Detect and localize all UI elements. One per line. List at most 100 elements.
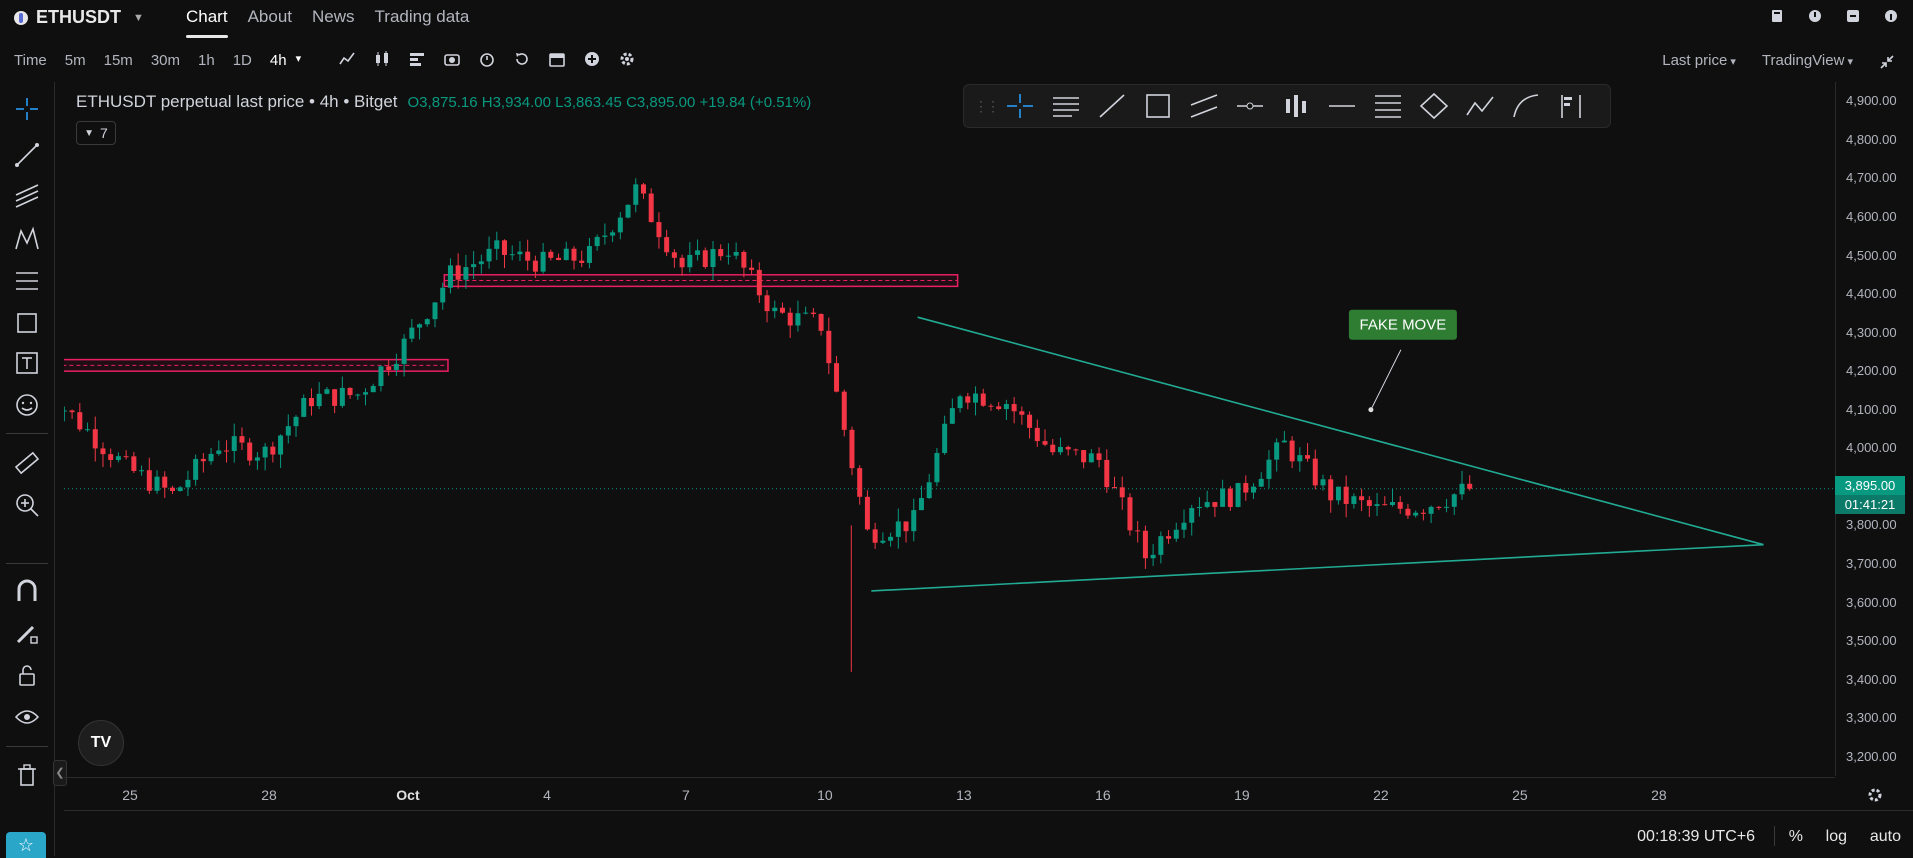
chart-area[interactable]: FAKE MOVE [64, 82, 1835, 776]
candle-body [270, 446, 276, 455]
interval-1h[interactable]: 1h [198, 52, 215, 69]
candle-body [1073, 449, 1079, 451]
templates-icon[interactable] [408, 50, 426, 68]
channel-tool[interactable] [10, 180, 44, 214]
crosshair-tool[interactable] [10, 92, 44, 126]
curve-icon[interactable] [1510, 91, 1542, 121]
rectangle-icon[interactable] [1142, 91, 1174, 121]
lock-tool[interactable] [10, 658, 44, 692]
auto-toggle[interactable]: auto [1869, 828, 1901, 845]
price-axis[interactable]: 4,900.00 4,800.00 4,700.00 4,600.00 4,500.00… [1835, 82, 1913, 776]
delete-tool[interactable] [10, 758, 44, 792]
alert-icon[interactable] [1807, 8, 1823, 24]
candle-body [1320, 479, 1326, 486]
calculator-icon[interactable] [1845, 8, 1861, 24]
candle-body [525, 251, 531, 261]
candle-body [640, 184, 646, 194]
gear-icon[interactable] [1866, 786, 1884, 804]
trend-line-tool[interactable] [10, 138, 44, 172]
symbol-selector[interactable]: ETHUSDT ▼ [14, 7, 144, 28]
interval-4h[interactable]: 4h [269, 52, 287, 69]
time-tick-label: 4 [543, 787, 551, 803]
long-position-icon[interactable] [1280, 91, 1312, 121]
crosshair-icon [16, 98, 38, 120]
flag-icon[interactable] [1556, 91, 1588, 121]
tradingview-logo[interactable]: TV [78, 720, 124, 766]
indicators-icon[interactable] [338, 50, 356, 68]
calendar-icon[interactable] [548, 50, 566, 68]
crosshair-icon[interactable] [1004, 91, 1036, 121]
candle-body [1112, 487, 1118, 489]
tab-chart[interactable]: Chart [176, 6, 238, 38]
favorites-star-button[interactable]: ☆ [6, 832, 46, 858]
candle-body [1258, 478, 1264, 487]
gear-icon[interactable] [618, 50, 636, 68]
trend-line-icon[interactable] [1096, 91, 1128, 121]
drawing-tools-sidebar [0, 82, 55, 856]
interval-5m[interactable]: 5m [64, 52, 86, 69]
bookmark-icon[interactable] [1769, 8, 1785, 24]
candle-body [1266, 459, 1272, 479]
price-tick-label: 4,100.00 [1846, 401, 1897, 417]
candle-body [1158, 536, 1164, 555]
shape-tool[interactable] [10, 306, 44, 340]
interval-1d[interactable]: 1D [232, 52, 252, 69]
tab-trading-data[interactable]: Trading data [374, 7, 470, 26]
candle-body [1003, 404, 1009, 410]
chart-engine-dropdown[interactable]: TradingView [1762, 52, 1853, 69]
parallel-channel-icon[interactable] [1188, 91, 1220, 121]
drag-handle-icon[interactable]: ⋮⋮ [974, 97, 1000, 114]
info-icon[interactable] [1883, 8, 1899, 24]
candle-body [849, 429, 855, 469]
path-icon[interactable] [1464, 91, 1496, 121]
chart-tools [338, 50, 636, 68]
percent-toggle[interactable]: % [1788, 828, 1803, 845]
legend-close: C3,895.00 [626, 94, 696, 111]
candle-body [332, 389, 338, 406]
camera-icon[interactable] [443, 50, 461, 68]
price-source-dropdown[interactable]: Last price [1662, 52, 1736, 69]
candle-body [725, 255, 731, 257]
sidebar-collapse-button[interactable]: ❮ [53, 760, 67, 786]
candle-body [1204, 502, 1210, 507]
tab-news[interactable]: News [312, 7, 355, 26]
time-axis[interactable]: 25 28 Oct 4 7 10 13 16 19 22 25 28 [64, 777, 1835, 811]
magnet-tool[interactable] [10, 574, 44, 608]
replay-icon[interactable] [513, 50, 531, 68]
lines-menu-icon[interactable] [1050, 91, 1082, 121]
candles-icon[interactable] [373, 50, 391, 68]
collapse-icon[interactable] [1879, 54, 1895, 70]
interval-15m[interactable]: 15m [103, 52, 133, 69]
drawing-mode-tool[interactable] [10, 616, 44, 650]
candle-body [370, 385, 376, 393]
pattern-tool[interactable] [10, 222, 44, 256]
add-icon[interactable] [583, 50, 601, 68]
candle-body [108, 454, 114, 460]
candle-body [69, 410, 75, 413]
zoom-tool[interactable] [10, 488, 44, 522]
indicators-toggle[interactable]: ▼ 7 [76, 121, 116, 145]
interval-time[interactable]: Time [14, 52, 47, 69]
clock[interactable]: 00:18:39 UTC+6 [1637, 828, 1755, 845]
log-toggle[interactable]: log [1825, 828, 1847, 845]
emoji-tool[interactable] [10, 388, 44, 422]
candle-body [401, 338, 407, 364]
candlestick-chart[interactable]: FAKE MOVE [64, 82, 1835, 776]
alarm-icon[interactable] [478, 50, 496, 68]
horizontal-line-icon[interactable] [1326, 91, 1358, 121]
candle-body [355, 394, 361, 396]
candle-body [1335, 486, 1341, 501]
text-tool[interactable] [10, 346, 44, 380]
interval-30m[interactable]: 30m [150, 52, 180, 69]
candle-body [301, 397, 307, 417]
tab-about[interactable]: About [247, 7, 293, 26]
fib-tool[interactable] [10, 264, 44, 298]
fib-retracement-icon[interactable] [1372, 91, 1404, 121]
ruler-tool[interactable] [10, 446, 44, 480]
candle-body [185, 479, 191, 488]
polyline-icon[interactable] [1418, 91, 1450, 121]
horizontal-ray-icon[interactable] [1234, 91, 1266, 121]
candle-body [115, 456, 121, 460]
candle-body [617, 217, 623, 233]
visibility-tool[interactable] [10, 700, 44, 734]
